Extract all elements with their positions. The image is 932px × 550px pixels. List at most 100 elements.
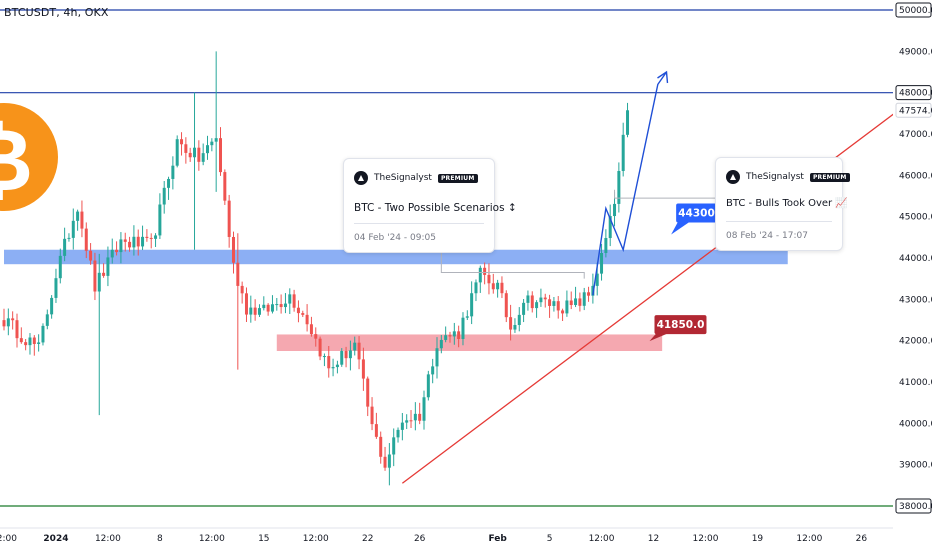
- blue-zone: [4, 249, 788, 265]
- candle: [257, 304, 261, 317]
- y-tick: 50000.0: [895, 2, 932, 18]
- y-tick: 43000.0: [899, 295, 932, 305]
- candle: [496, 279, 500, 298]
- candle: [24, 339, 28, 351]
- x-tick-label: 12:00: [692, 534, 718, 544]
- candle: [67, 233, 71, 242]
- candle: [158, 193, 162, 240]
- candle: [162, 181, 166, 214]
- signalyst-logo-icon: [726, 170, 740, 184]
- candle: [348, 340, 352, 371]
- card-divider: [354, 223, 484, 224]
- candle: [180, 132, 184, 156]
- candle: [63, 227, 67, 262]
- candle: [552, 296, 556, 312]
- candle: [206, 135, 210, 160]
- candle: [305, 304, 309, 332]
- candle: [366, 376, 370, 417]
- candle: [175, 135, 179, 168]
- idea-card-1[interactable]: TheSignalyst PREMIUM BTC - Two Possible …: [343, 158, 517, 253]
- y-tick: 49000.0: [899, 47, 932, 57]
- candle: [71, 208, 75, 250]
- idea-author[interactable]: TheSignalyst: [374, 173, 432, 183]
- x-tick-label: 12: [648, 534, 659, 544]
- candle: [526, 290, 530, 311]
- candle: [279, 294, 283, 314]
- candle: [439, 334, 443, 354]
- candle: [270, 295, 274, 314]
- x-tick-label: 12:00: [95, 534, 121, 544]
- candle: [448, 331, 452, 343]
- candle: [28, 333, 32, 355]
- candle: [608, 204, 612, 247]
- candle: [89, 243, 93, 265]
- y-tick-label: 39000.0: [899, 461, 932, 471]
- candle: [106, 246, 110, 287]
- candle: [370, 397, 374, 431]
- candle: [19, 327, 23, 344]
- candle: [240, 281, 244, 304]
- candle: [474, 279, 478, 302]
- idea-author[interactable]: TheSignalyst: [746, 172, 804, 182]
- candle: [197, 140, 201, 171]
- y-tick-label: 40000.0: [899, 419, 932, 429]
- candle: [465, 310, 469, 321]
- candle: [288, 288, 292, 314]
- candle: [119, 232, 123, 264]
- candle: [115, 241, 119, 256]
- candle: [461, 312, 465, 346]
- candle: [76, 209, 80, 231]
- candle: [353, 336, 357, 356]
- candle: [509, 304, 513, 341]
- candle: [331, 358, 335, 377]
- candle: [145, 229, 149, 242]
- candle: [136, 229, 140, 256]
- levels-layer: [0, 9, 893, 507]
- candle: [548, 294, 552, 318]
- y-tick: 47000.0: [899, 130, 932, 140]
- candle: [253, 299, 257, 321]
- candle: [11, 311, 15, 330]
- y-tick-label: 47000.0: [899, 130, 932, 140]
- idea-title[interactable]: BTC - Two Possible Scenarios ↕: [354, 202, 517, 214]
- candle: [444, 326, 448, 343]
- candle: [426, 370, 430, 401]
- candle: [405, 414, 409, 430]
- x-tick-label: 2024: [43, 534, 68, 544]
- candle: [93, 252, 97, 301]
- candle: [171, 156, 175, 190]
- candle: [188, 147, 192, 162]
- projection-arrowhead: [657, 70, 669, 84]
- price-callout[interactable]: 41850.0: [649, 315, 707, 342]
- candle: [110, 238, 114, 264]
- candle: [617, 162, 621, 213]
- price-axis: 50000.0 49000.0 48000.0 47574.0 47000.0 46000…: [893, 0, 932, 528]
- idea-date: 08 Feb '24 - 17:07: [726, 231, 808, 241]
- projection-path[interactable]: [592, 71, 668, 296]
- candle: [418, 402, 422, 425]
- y-tick-label: 43000.0: [899, 295, 932, 305]
- idea-title[interactable]: BTC - Bulls Took Over 📈: [726, 198, 848, 209]
- y-tick-label: 46000.0: [899, 171, 932, 181]
- signalyst-logo-icon: [354, 171, 368, 185]
- candle: [262, 296, 266, 311]
- candle: [223, 169, 227, 205]
- y-tick: 45000.0: [899, 213, 932, 223]
- zones-layer: [4, 249, 788, 351]
- symbol-title: BTCUSDT, 4h, OKX: [4, 6, 109, 19]
- candle: [535, 300, 539, 318]
- candle: [231, 231, 235, 274]
- candle: [210, 138, 214, 152]
- idea-card-2[interactable]: TheSignalyst PREMIUM BTC - Bulls Took Ov…: [715, 157, 850, 251]
- candle: [569, 291, 573, 310]
- candle: [478, 265, 482, 293]
- price-callout-label: 44300.0: [678, 208, 726, 220]
- candle: [543, 293, 547, 308]
- candle: [561, 308, 565, 321]
- y-tick: 47574.0: [895, 102, 932, 118]
- price-labels-layer: 44300.0 41850.0: [649, 203, 729, 342]
- candle: [587, 286, 591, 302]
- candle: [301, 310, 305, 318]
- y-tick-label: 50000.0: [899, 6, 932, 16]
- x-tick-label: 12:00: [199, 534, 225, 544]
